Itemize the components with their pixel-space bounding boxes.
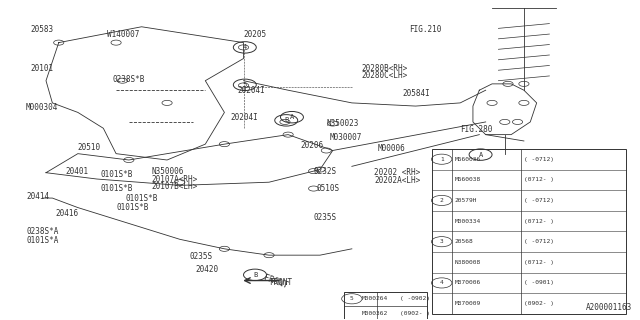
Text: 20204I: 20204I: [237, 86, 265, 95]
Text: FIG.210: FIG.210: [409, 25, 442, 35]
Text: 5: 5: [243, 82, 247, 88]
Text: ( -0712): ( -0712): [524, 239, 554, 244]
Text: 20401: 20401: [65, 167, 88, 176]
Text: M000304: M000304: [26, 103, 58, 112]
Text: 0101S*B: 0101S*B: [100, 184, 132, 193]
Text: ( -0712): ( -0712): [524, 157, 554, 162]
Text: 20420: 20420: [196, 265, 219, 274]
Text: 2: 2: [440, 198, 444, 203]
Text: 0101S*B: 0101S*B: [116, 203, 148, 212]
Text: 0510S: 0510S: [317, 184, 340, 193]
Text: FIG.280: FIG.280: [460, 125, 493, 134]
Bar: [344, 292, 427, 320]
Text: 4: 4: [243, 44, 247, 50]
Text: 0101S*B: 0101S*B: [125, 194, 158, 203]
Text: 20280B<RH>: 20280B<RH>: [362, 63, 408, 73]
Text: (0712- ): (0712- ): [524, 219, 554, 224]
Text: M370006: M370006: [454, 280, 481, 285]
Text: 0101S*B: 0101S*B: [100, 170, 132, 179]
Text: M660038: M660038: [454, 177, 481, 182]
Bar: [431, 149, 626, 314]
Text: ( -0712): ( -0712): [524, 198, 554, 203]
Text: FRONT: FRONT: [262, 274, 289, 291]
Text: 20204I: 20204I: [231, 113, 259, 122]
Text: 0232S: 0232S: [314, 167, 337, 176]
Text: 20583: 20583: [30, 25, 53, 35]
Text: 20202A<LH>: 20202A<LH>: [374, 176, 420, 185]
Text: 20280C<LH>: 20280C<LH>: [362, 71, 408, 80]
Text: N350006: N350006: [151, 167, 184, 176]
Text: 20416: 20416: [56, 209, 79, 219]
Text: 20107A<RH>: 20107A<RH>: [151, 174, 197, 184]
Text: 4: 4: [440, 280, 444, 285]
Text: 1: 1: [440, 157, 444, 162]
Text: (0712- ): (0712- ): [524, 177, 554, 182]
Text: 20206: 20206: [301, 141, 324, 150]
Text: M000264: M000264: [362, 296, 388, 301]
Text: 20205: 20205: [244, 30, 267, 39]
Text: 0235S: 0235S: [189, 252, 212, 261]
Text: 20202 <RH>: 20202 <RH>: [374, 168, 420, 177]
Text: 0101S*A: 0101S*A: [27, 236, 60, 245]
Text: 5: 5: [350, 296, 354, 301]
Text: ( -0902): ( -0902): [400, 296, 430, 301]
Text: N350023: N350023: [326, 119, 359, 128]
Text: M000334: M000334: [454, 219, 481, 224]
Text: W140007: W140007: [106, 30, 139, 39]
Text: 20568: 20568: [454, 239, 473, 244]
Text: A: A: [290, 114, 294, 120]
Text: M000362: M000362: [362, 310, 388, 316]
Text: 20101: 20101: [30, 63, 53, 73]
Text: (0902- ): (0902- ): [524, 301, 554, 306]
Text: 0235S: 0235S: [314, 212, 337, 222]
Text: ( -0901): ( -0901): [524, 280, 554, 285]
Text: 20107B<LH>: 20107B<LH>: [151, 182, 197, 191]
Text: FRONT: FRONT: [269, 278, 292, 287]
Text: B: B: [253, 272, 257, 278]
Text: A200001163: A200001163: [586, 303, 632, 312]
Text: A: A: [479, 152, 483, 158]
Text: (0902- ): (0902- ): [400, 310, 430, 316]
Text: (0712- ): (0712- ): [524, 260, 554, 265]
Text: 0238S*A: 0238S*A: [27, 227, 60, 236]
Text: 20414: 20414: [27, 192, 50, 201]
Text: M030007: M030007: [330, 133, 362, 142]
Text: 0238S*B: 0238S*B: [113, 75, 145, 84]
Text: 3: 3: [440, 239, 444, 244]
Text: N380008: N380008: [454, 260, 481, 265]
Text: 20584I: 20584I: [403, 89, 431, 98]
Text: B: B: [284, 117, 289, 123]
Text: 20510: 20510: [78, 143, 101, 152]
Text: M370009: M370009: [454, 301, 481, 306]
Text: 20579H: 20579H: [454, 198, 477, 203]
Text: M00006: M00006: [378, 144, 405, 153]
Text: M660036: M660036: [454, 157, 481, 162]
